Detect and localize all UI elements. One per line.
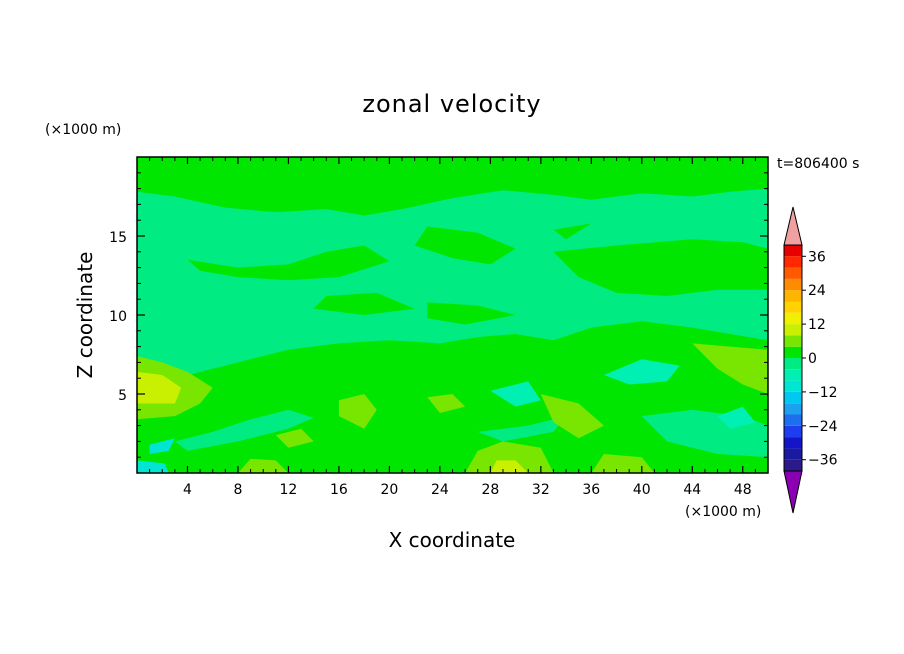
contour-region-4 bbox=[414, 226, 516, 265]
y-tick-label: 5 bbox=[118, 388, 127, 404]
colorbar-label: 36 bbox=[808, 249, 826, 265]
colorbar-segment bbox=[784, 414, 802, 426]
contour-region-20 bbox=[427, 394, 466, 413]
contour-region-22 bbox=[465, 441, 554, 473]
colorbar-segment bbox=[784, 312, 802, 325]
contour-region-16 bbox=[149, 438, 175, 454]
x-tick-label: 28 bbox=[481, 482, 499, 498]
contour-region-12 bbox=[603, 359, 680, 385]
contour-region-18 bbox=[692, 343, 768, 394]
x-tick-label: 20 bbox=[380, 482, 398, 498]
colorbar-segment bbox=[784, 324, 802, 336]
contour-region-6 bbox=[313, 292, 415, 315]
contour-region-25 bbox=[275, 428, 314, 448]
colorbar-label: −36 bbox=[808, 453, 838, 469]
contour-region-3 bbox=[187, 245, 390, 281]
x-axis-unit: (×1000 m) bbox=[685, 504, 761, 520]
x-tick-label: 4 bbox=[183, 482, 192, 498]
x-tick-label: 44 bbox=[683, 482, 701, 498]
contour-region-8 bbox=[553, 223, 592, 240]
colorbar-segment bbox=[784, 256, 802, 268]
time-label: t=806400 s bbox=[777, 156, 859, 172]
colorbar-under-arrow bbox=[783, 470, 803, 514]
x-tick-label: 24 bbox=[431, 482, 449, 498]
colorbar-segment bbox=[784, 448, 802, 460]
contour-region-7 bbox=[427, 302, 516, 325]
contour-region-10 bbox=[477, 416, 567, 442]
contour-region-24 bbox=[591, 454, 655, 473]
colorbar-segment bbox=[784, 403, 802, 415]
contour-region-21 bbox=[338, 394, 377, 429]
y-axis-unit: (×1000 m) bbox=[45, 122, 121, 138]
plot-area bbox=[137, 157, 768, 473]
contour-region-19 bbox=[540, 394, 604, 439]
colorbar-segment bbox=[784, 245, 802, 257]
colorbar-label: 24 bbox=[808, 283, 826, 299]
y-tick-label: 15 bbox=[109, 230, 127, 246]
colorbar-segment bbox=[784, 369, 802, 381]
x-axis-label: X coordinate bbox=[389, 528, 516, 552]
contour-region-27 bbox=[490, 460, 529, 473]
contour-region-9 bbox=[174, 409, 314, 451]
contour-region-15 bbox=[137, 460, 169, 473]
contour-region-13 bbox=[490, 381, 541, 407]
colorbar-segment bbox=[784, 335, 802, 347]
colorbar-label: 12 bbox=[808, 317, 826, 333]
colorbar-segment bbox=[784, 391, 802, 404]
contour-region-5 bbox=[553, 239, 768, 296]
colorbar-segment bbox=[784, 380, 802, 392]
colorbar-segment bbox=[784, 437, 802, 449]
x-tick-label: 8 bbox=[233, 482, 242, 498]
colorbar-segment bbox=[784, 301, 802, 313]
y-axis-label: Z coordinate bbox=[73, 252, 97, 379]
x-tick-label: 48 bbox=[734, 482, 752, 498]
x-tick-label: 36 bbox=[582, 482, 600, 498]
colorbar-label: −12 bbox=[808, 385, 838, 401]
colorbar-over-arrow bbox=[783, 206, 803, 246]
colorbar-segment bbox=[784, 290, 802, 302]
colorbar-segment bbox=[784, 425, 802, 438]
colorbar-label: 0 bbox=[808, 351, 817, 367]
x-tick-label: 16 bbox=[330, 482, 348, 498]
x-tick-label: 12 bbox=[280, 482, 298, 498]
contour-region-26 bbox=[137, 371, 182, 404]
y-axis: 5 10 15 bbox=[109, 172, 768, 458]
y-tick-label: 10 bbox=[109, 309, 127, 325]
contour-region-14 bbox=[717, 406, 756, 429]
colorbar-segment bbox=[784, 267, 802, 279]
colorbar-label: −24 bbox=[808, 419, 838, 435]
colorbar: 36 24 12 0 −12 −24 −36 bbox=[783, 206, 838, 514]
colorbar-segment bbox=[784, 278, 802, 291]
x-axis: 4 8 12 16 20 24 28 32 36 40 44 48 bbox=[149, 157, 756, 498]
contour-region-2 bbox=[137, 157, 768, 216]
x-tick-label: 32 bbox=[532, 482, 550, 498]
x-tick-label: 40 bbox=[633, 482, 651, 498]
colorbar-segment bbox=[784, 459, 802, 471]
colorbar-segment bbox=[784, 346, 802, 358]
chart-title: zonal velocity bbox=[362, 90, 541, 118]
colorbar-segment bbox=[784, 358, 802, 370]
